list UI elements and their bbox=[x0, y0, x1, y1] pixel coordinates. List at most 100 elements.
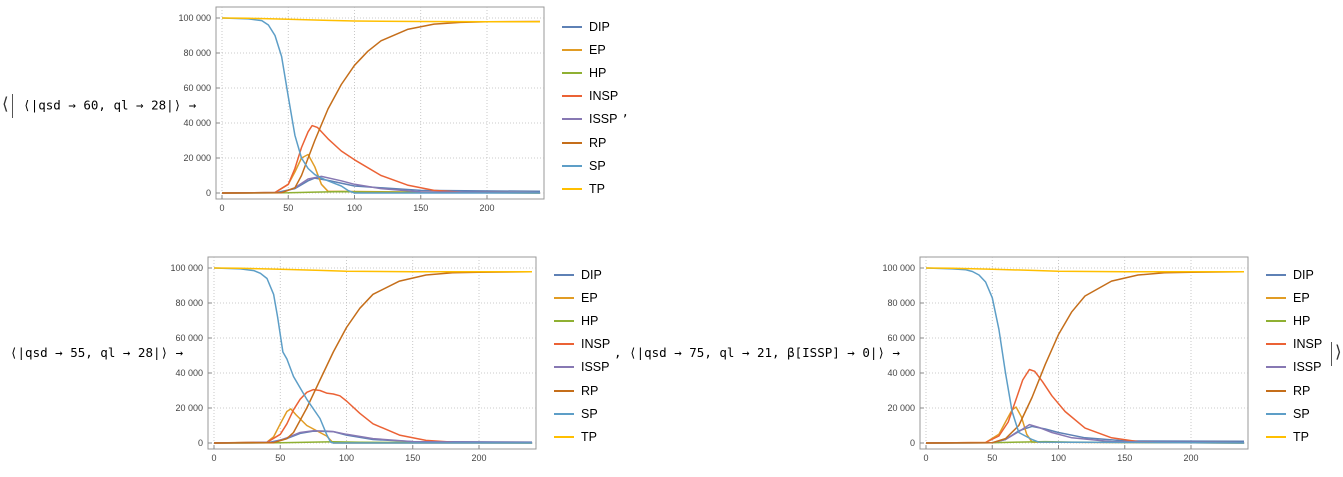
legend-bottom-right: DIP EP HP INSP ISSP RP SP TP bbox=[1266, 263, 1322, 449]
legend-item-sp: SP bbox=[554, 402, 610, 425]
legend-swatch bbox=[1266, 343, 1286, 346]
legend-swatch bbox=[554, 343, 574, 346]
x-tick-label: 200 bbox=[479, 203, 494, 213]
param-text: ⟨|qsd → 55, ql → 28|⟩ bbox=[10, 345, 169, 360]
legend-item-issp: ISSP bbox=[1266, 356, 1322, 379]
parameter-label-bottom-right: , ⟨|qsd → 75, ql → 21, β[ISSP] → 0|⟩ → bbox=[614, 345, 900, 360]
y-tick-label: 60 000 bbox=[887, 333, 915, 343]
legend-swatch bbox=[562, 95, 582, 98]
series-line-tp bbox=[213, 267, 532, 273]
legend-item-tp: TP bbox=[562, 177, 618, 200]
legend-swatch bbox=[1266, 389, 1286, 392]
series-line-rp bbox=[213, 271, 533, 444]
x-tick-label: 100 bbox=[339, 453, 354, 463]
legend-swatch bbox=[1266, 273, 1286, 276]
legend-item-hp: HP bbox=[562, 61, 618, 84]
legend-item-dip: DIP bbox=[554, 263, 610, 286]
x-tick-label: 0 bbox=[219, 203, 224, 213]
legend-label: SP bbox=[1293, 406, 1310, 421]
x-tick-label: 200 bbox=[1183, 453, 1198, 463]
y-tick-label: 100 000 bbox=[178, 13, 211, 23]
legend-swatch bbox=[554, 296, 574, 299]
arrow: → bbox=[188, 97, 197, 113]
plot-frame bbox=[207, 256, 537, 450]
legend-top: DIP EP HP INSP ISSP RP SP TP bbox=[562, 15, 618, 201]
legend-label: RP bbox=[1293, 383, 1311, 398]
legend-label: HP bbox=[589, 65, 607, 80]
legend-swatch bbox=[1266, 366, 1286, 369]
param-text: ⟨|qsd → 60, ql → 28|⟩ bbox=[23, 97, 182, 113]
y-tick-label: 0 bbox=[206, 188, 211, 198]
legend-item-tp: TP bbox=[554, 425, 610, 448]
series-line-tp bbox=[925, 267, 1244, 273]
legend-swatch bbox=[562, 187, 582, 190]
bar bbox=[11, 94, 13, 118]
y-tick-label: 60 000 bbox=[175, 333, 203, 343]
legend-item-insp: INSP bbox=[554, 333, 610, 356]
x-tick-label: 150 bbox=[413, 203, 428, 213]
close-angle-outer: ⟩ bbox=[1328, 342, 1342, 366]
arrow: → bbox=[175, 345, 184, 360]
x-tick-label: 150 bbox=[405, 453, 420, 463]
legend-label: RP bbox=[581, 383, 599, 398]
legend-label: EP bbox=[581, 290, 598, 305]
legend-label: DIP bbox=[581, 267, 602, 282]
legend-item-insp: INSP bbox=[1266, 333, 1322, 356]
legend-label: HP bbox=[1293, 313, 1311, 328]
legend-item-sp: SP bbox=[562, 154, 618, 177]
legend-label: SP bbox=[589, 158, 606, 173]
legend-swatch bbox=[554, 389, 574, 392]
legend-swatch bbox=[554, 319, 574, 322]
legend-swatch bbox=[1266, 296, 1286, 299]
legend-label: INSP bbox=[589, 89, 619, 104]
legend-item-hp: HP bbox=[1266, 309, 1322, 332]
open-angle-outer: ⟨ bbox=[2, 94, 9, 115]
legend-item-dip: DIP bbox=[1266, 263, 1322, 286]
y-tick-label: 80 000 bbox=[183, 48, 211, 58]
series-line-dip bbox=[221, 177, 541, 194]
legend-label: ISSP bbox=[581, 360, 610, 375]
legend-item-issp: ISSP bbox=[562, 108, 618, 131]
legend-item-rp: RP bbox=[1266, 379, 1322, 402]
comma-top: , bbox=[623, 104, 628, 120]
chart-svg: 0 50 100 150 200 0 20 000 40 000 60 000 80 000 100… bbox=[170, 256, 537, 463]
y-tick-label: 20 000 bbox=[175, 403, 203, 413]
legend-swatch bbox=[1266, 319, 1286, 322]
series-line-dip bbox=[213, 430, 533, 444]
legend-item-ep: EP bbox=[1266, 286, 1322, 309]
legend-item-ep: EP bbox=[562, 38, 618, 61]
chart-top: 0 50 100 150 200 0 20 000 40 000 60 000 80 000 100… bbox=[178, 6, 546, 227]
chart-svg: 0 50 100 150 200 0 20 000 40 000 60 000 80 000 100… bbox=[882, 256, 1249, 463]
legend-label: SP bbox=[581, 406, 598, 421]
legend-swatch bbox=[1266, 435, 1286, 438]
legend-label: ISSP bbox=[1293, 360, 1322, 375]
x-tick-label: 100 bbox=[347, 203, 362, 213]
series-line-sp bbox=[221, 17, 540, 194]
y-tick-label: 40 000 bbox=[887, 368, 915, 378]
legend-item-ep: EP bbox=[554, 286, 610, 309]
legend-item-dip: DIP bbox=[562, 15, 618, 38]
y-tick-label: 20 000 bbox=[887, 403, 915, 413]
chart-svg: 0 50 100 150 200 0 20 000 40 000 60 000 80 000 100… bbox=[178, 6, 545, 213]
x-tick-label: 0 bbox=[211, 453, 216, 463]
legend-swatch bbox=[554, 366, 574, 369]
arrow: → bbox=[892, 345, 900, 360]
bar bbox=[1331, 342, 1332, 366]
legend-swatch bbox=[554, 273, 574, 276]
chart-bottom-right: 0 50 100 150 200 0 20 000 40 000 60 000 80 000 100… bbox=[882, 256, 1250, 477]
series-line-rp bbox=[221, 20, 541, 194]
series-line-rp bbox=[925, 271, 1245, 444]
legend-swatch bbox=[1266, 412, 1286, 415]
series-line-insp bbox=[925, 368, 1245, 444]
legend-swatch bbox=[562, 141, 582, 144]
legend-label: DIP bbox=[589, 19, 610, 34]
legend-label: TP bbox=[1293, 429, 1309, 444]
comma: , bbox=[614, 345, 622, 360]
y-tick-label: 40 000 bbox=[175, 368, 203, 378]
legend-swatch bbox=[562, 164, 582, 167]
param-text: ⟨|qsd → 75, ql → 21, β[ISSP] → 0|⟩ bbox=[629, 345, 885, 360]
series-line-insp bbox=[221, 124, 541, 194]
parameter-label-top: ⟨ ⟨|qsd → 60, ql → 28|⟩ → bbox=[2, 94, 196, 118]
y-tick-label: 20 000 bbox=[183, 153, 211, 163]
legend-swatch bbox=[562, 118, 582, 121]
